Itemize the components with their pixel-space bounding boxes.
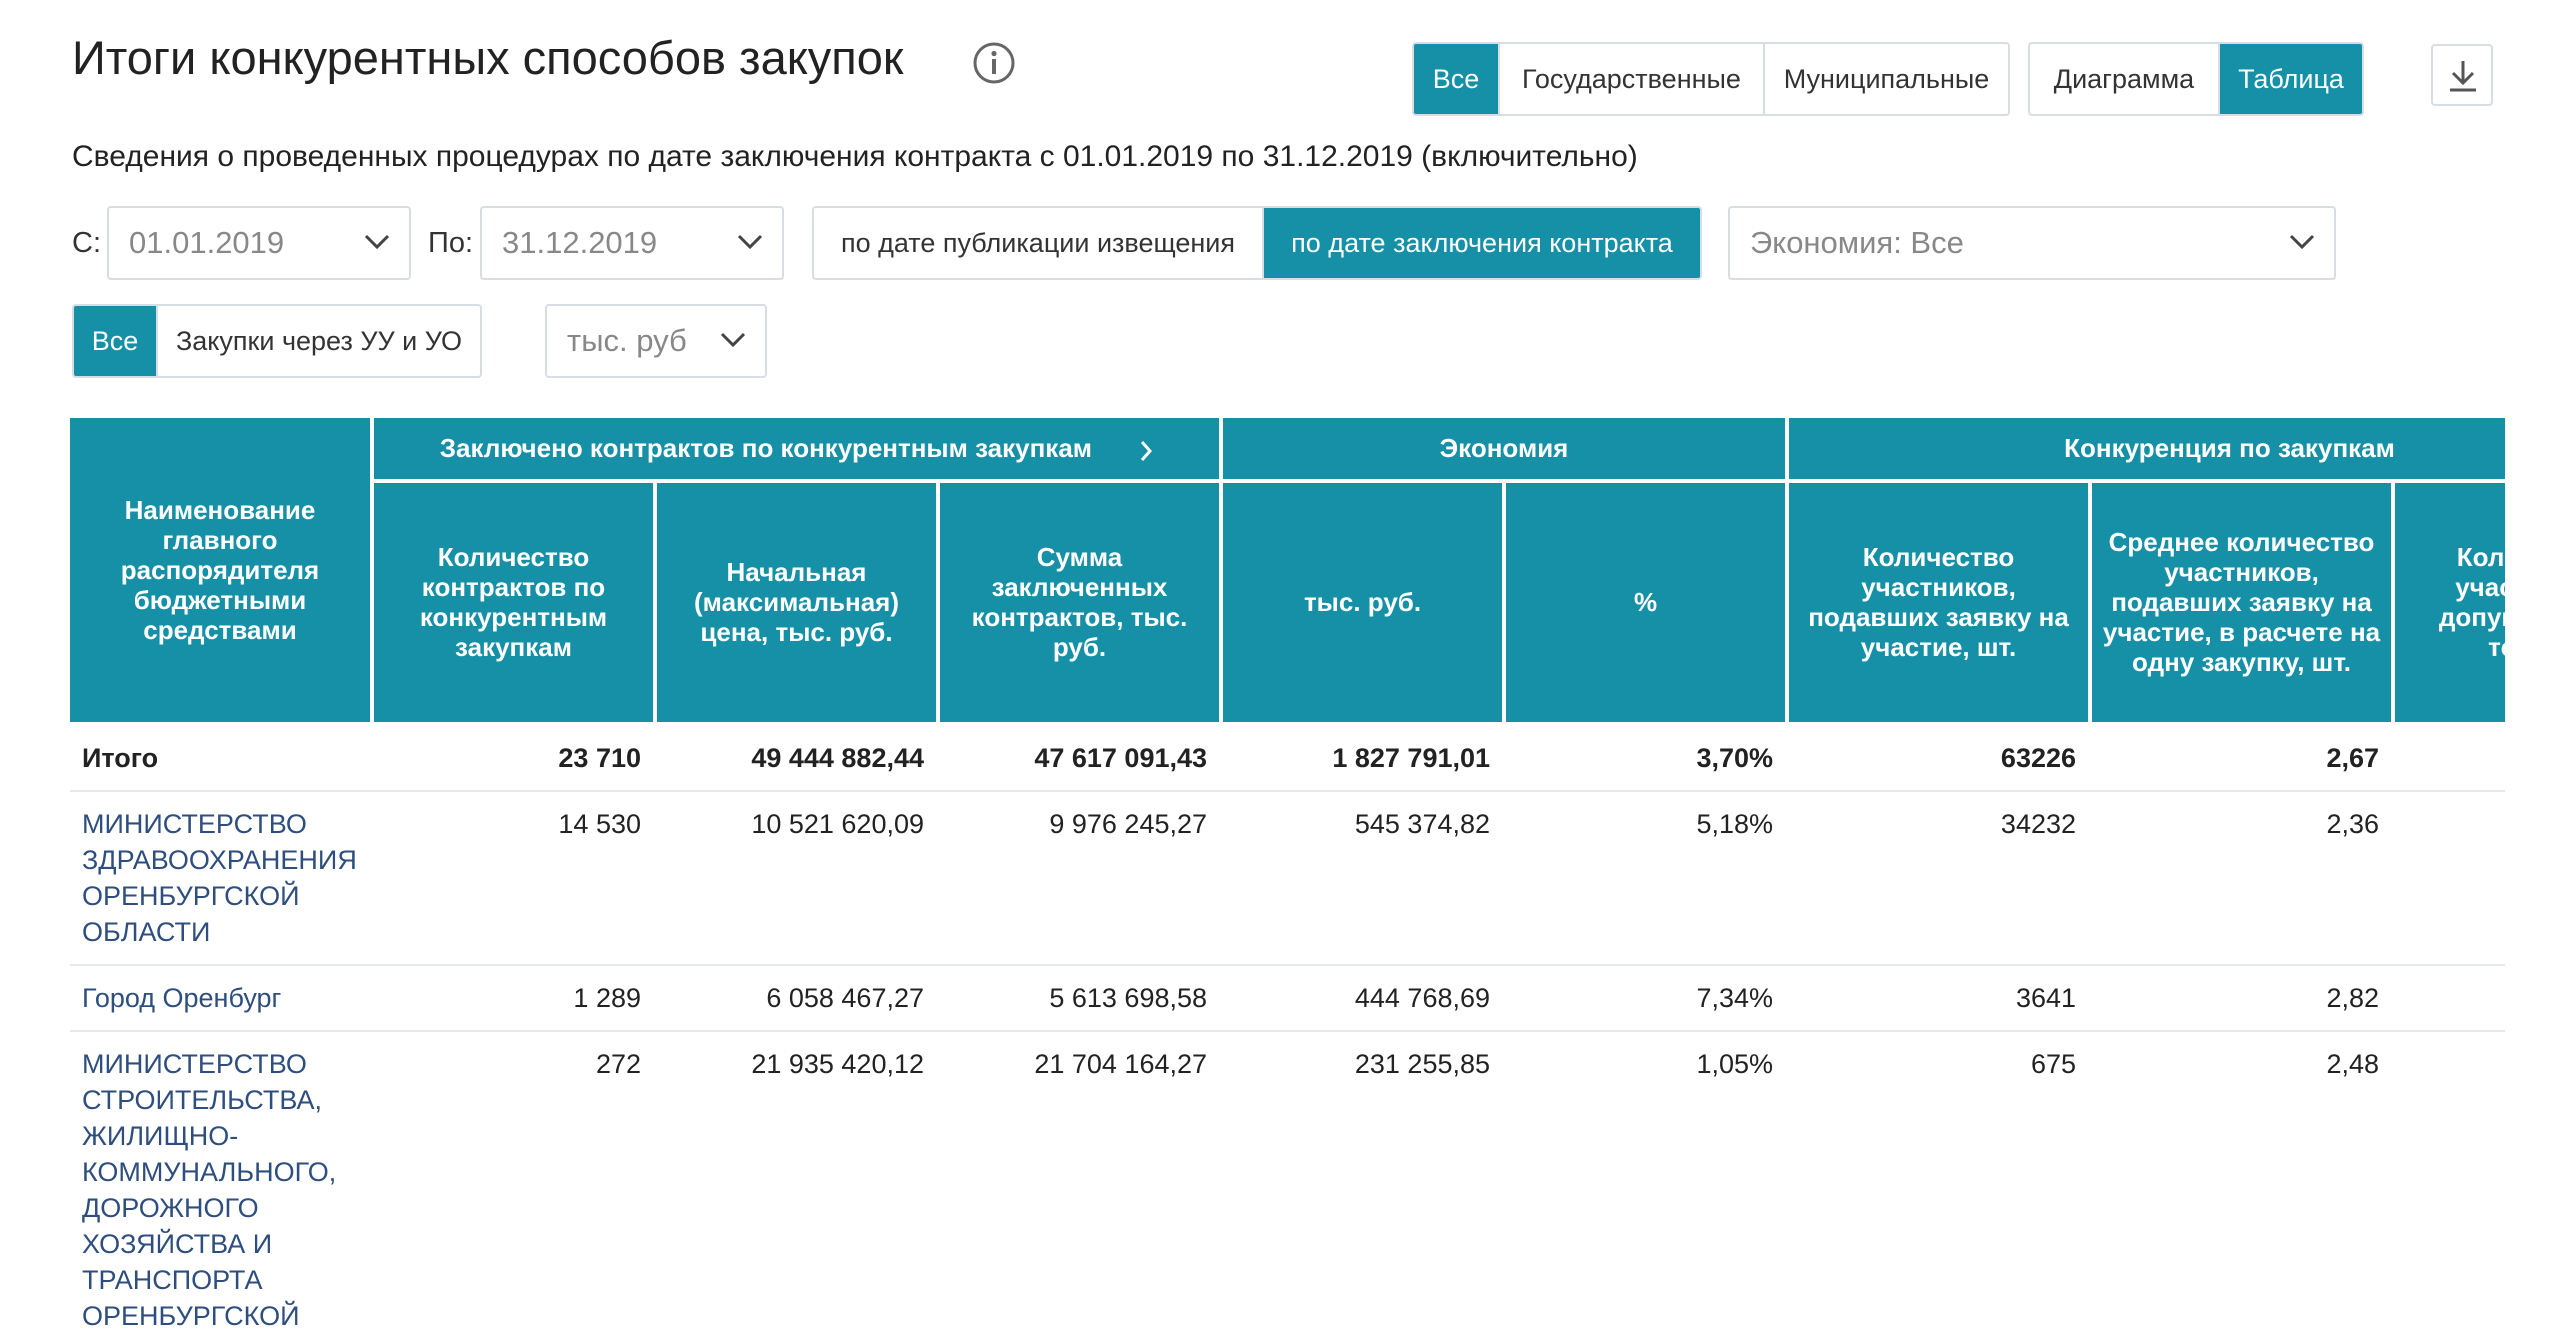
column-header[interactable]: %: [1502, 480, 1788, 727]
table-cell: 9 976 245,27: [938, 791, 1222, 966]
column-header[interactable]: Количество контрактов по конкурентным за…: [370, 480, 655, 727]
table-cell: 3641: [1787, 965, 2091, 1032]
page-title: Итоги конкурентных способов закупок: [72, 31, 904, 84]
table-cell: 444 768,69: [1221, 965, 1505, 1032]
table-cell: 2,36: [2090, 791, 2394, 966]
table-cell: 21 704 164,27: [938, 1031, 1222, 1328]
table-cell: 231 255,85: [1221, 1031, 1505, 1328]
purchase-all-button[interactable]: Все: [74, 306, 156, 376]
table-cell: 2,82: [2090, 965, 2394, 1032]
download-icon: [2450, 61, 2476, 92]
download-button[interactable]: [2431, 44, 2493, 106]
purchase-filter: Все Закупки через УУ и УО: [72, 304, 482, 378]
chevron-down-icon: [364, 234, 390, 250]
economy-select-value: Экономия: Все: [1750, 225, 1964, 260]
chevron-down-icon: [737, 234, 763, 250]
by-publication-date-button[interactable]: по дате публикации извещения: [814, 208, 1262, 278]
date-mode-toggle: по дате публикации извещения по дате зак…: [812, 206, 1702, 280]
unit-select[interactable]: тыс. руб: [545, 304, 767, 378]
level-all-button[interactable]: Все: [1414, 44, 1498, 114]
to-date-value: 31.12.2019: [502, 225, 658, 260]
column-header[interactable]: Количество участников, подавших заявку н…: [1785, 480, 2091, 727]
table-cell: 675: [1787, 1031, 2091, 1328]
name-column-header: Наименование главного распорядителя бюдж…: [70, 418, 372, 726]
from-date-select[interactable]: 01.01.2019: [107, 206, 411, 280]
table-row: Министерство строительства, жилищно-комм…: [70, 1031, 2505, 1328]
table-cell: 1,05%: [1504, 1031, 1788, 1328]
to-label: По:: [428, 227, 474, 259]
chevron-down-icon: [2289, 234, 2315, 250]
level-state-button[interactable]: Государственные: [1498, 44, 1763, 114]
table-cell: [2393, 724, 2505, 792]
column-header[interactable]: Количество участников, допущенных к торг…: [2391, 480, 2505, 727]
column-header[interactable]: Начальная (максимальная) цена, тыс. руб.: [653, 480, 938, 727]
table-cell: 10 521 620,09: [655, 791, 938, 966]
table-cell: 545 374,82: [1221, 791, 1505, 966]
table-cell: 1 827 791,01: [1221, 724, 1505, 792]
results-table: Наименование главного распорядителя бюдж…: [70, 418, 2505, 1328]
table-cell: 63226: [1787, 724, 2091, 792]
purchase-uu-uo-button[interactable]: Закупки через УУ и УО: [156, 306, 480, 376]
economy-group-header: Экономия: [1219, 418, 1788, 483]
table-cell: 49 444 882,44: [655, 724, 938, 792]
table-cell: 2,48: [2090, 1031, 2394, 1328]
level-municipal-button[interactable]: Муниципальные: [1763, 44, 2008, 114]
total-row: Итого 23 710 49 444 882,44 47 617 091,43…: [70, 724, 2505, 792]
table-cell: 21 935 420,12: [655, 1031, 938, 1328]
contracts-group-label: Заключено контрактов по конкурентным зак…: [439, 433, 1093, 464]
table-cell: 6 058 467,27: [655, 965, 938, 1032]
table-cell: [2393, 965, 2505, 1032]
table-cell: 5,18%: [1504, 791, 1788, 966]
total-label: Итого: [70, 724, 372, 792]
table-cell: 14 530: [372, 791, 655, 966]
column-header[interactable]: Среднее количество участников, подавших …: [2088, 480, 2394, 727]
results-table-container[interactable]: Наименование главного распорядителя бюдж…: [70, 418, 2505, 1328]
table-cell: [2393, 1031, 2505, 1328]
economy-select[interactable]: Экономия: Все: [1728, 206, 2336, 280]
table-cell: 3,70%: [1504, 724, 1788, 792]
table-cell: 7,34%: [1504, 965, 1788, 1032]
organization-link[interactable]: Министерство здравоохранения Оренбургско…: [70, 791, 372, 966]
table-cell: 34232: [1787, 791, 2091, 966]
table-cell: 1 289: [372, 965, 655, 1032]
by-contract-date-button[interactable]: по дате заключения контракта: [1262, 208, 1700, 278]
from-label: С:: [72, 227, 101, 259]
organization-link[interactable]: Министерство строительства, жилищно-комм…: [70, 1031, 372, 1328]
organization-link[interactable]: Город Оренбург: [70, 965, 372, 1032]
level-filter: Все Государственные Муниципальные: [1412, 42, 2010, 116]
view-table-button[interactable]: Таблица: [2218, 44, 2362, 114]
info-icon[interactable]: [972, 41, 1016, 85]
competition-group-header: Конкуренция по закупкам: [1785, 418, 2505, 483]
table-cell: 2,67: [2090, 724, 2394, 792]
view-toggle: Диаграмма Таблица: [2028, 42, 2364, 116]
period-description: Сведения о проведенных процедурах по дат…: [72, 140, 1638, 173]
view-chart-button[interactable]: Диаграмма: [2030, 44, 2218, 114]
from-date-value: 01.01.2019: [129, 225, 285, 260]
table-cell: 47 617 091,43: [938, 724, 1222, 792]
chevron-down-icon: [720, 332, 746, 348]
column-header[interactable]: Сумма заключенных контрактов, тыс. руб.: [935, 480, 1222, 727]
contracts-group-header[interactable]: Заключено контрактов по конкурентным зак…: [369, 418, 1222, 483]
chevron-right-icon[interactable]: [1139, 439, 1153, 463]
unit-select-value: тыс. руб: [567, 323, 687, 358]
table-row: Город Оренбург 1 289 6 058 467,27 5 613 …: [70, 965, 2505, 1032]
table-cell: [2393, 791, 2505, 966]
table-cell: 5 613 698,58: [938, 965, 1222, 1032]
table-row: Министерство здравоохранения Оренбургско…: [70, 791, 2505, 966]
table-cell: 23 710: [372, 724, 655, 792]
column-header[interactable]: тыс. руб.: [1219, 480, 1505, 727]
table-cell: 272: [372, 1031, 655, 1328]
to-date-select[interactable]: 31.12.2019: [480, 206, 784, 280]
